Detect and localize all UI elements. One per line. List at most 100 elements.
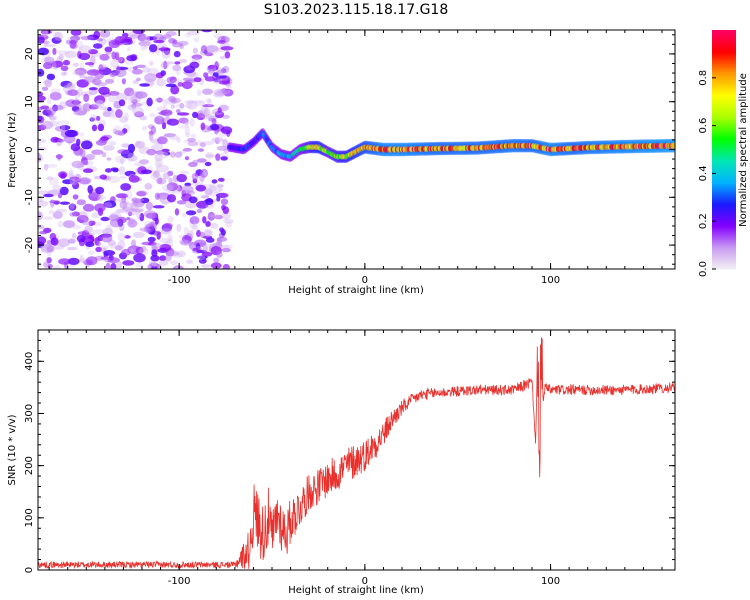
noise-speck [95,115,101,121]
noise-speck [225,221,233,228]
noise-speck [215,153,221,161]
noise-speck [128,98,134,106]
noise-speck [186,259,194,264]
noise-speck [39,230,48,235]
noise-speck [105,262,111,269]
colorbar-cell [712,177,736,180]
noise-speck [100,216,110,222]
noise-speck [214,136,223,142]
noise-speck [124,112,129,121]
noise-speck [124,170,136,177]
noise-speck [156,97,163,103]
noise-speck [131,208,144,213]
noise-speck [101,234,113,243]
noise-speck [99,245,109,250]
noise-speck [124,95,131,101]
noise-speck [117,149,130,155]
spectrogram-y-ticks: -20 -10 0 10 20 [24,34,675,265]
noise-speck [140,45,147,51]
colorbar-cell [712,223,736,226]
noise-speck [172,64,182,72]
noise-speck [223,88,234,97]
noise-speck [162,184,174,192]
noise-speck [140,197,150,204]
noise-speck [105,224,112,235]
noise-speck [168,134,179,141]
noise-speck [117,232,126,242]
noise-speck [144,73,157,83]
noise-speck [46,257,52,264]
colorbar-cell [712,161,736,165]
noise-speck [73,110,87,116]
noise-speck [189,61,200,69]
colorbar-cell [712,121,736,125]
noise-speck [136,141,146,148]
noise-speck [178,59,187,63]
noise-speck [136,77,141,82]
colorbar-cell [712,159,736,163]
noise-speck [79,132,85,137]
colorbar-cell [712,147,736,151]
noise-speck [205,152,214,159]
noise-speck [205,237,215,243]
noise-speck [68,203,77,211]
noise-speck [134,111,145,118]
noise-speck [167,250,179,257]
noise-speck [91,149,104,155]
noise-speck [178,117,189,124]
colorbar-cell [712,261,736,264]
colorbar-cell [712,251,736,254]
noise-speck [97,197,104,202]
noise-speck [201,30,213,33]
colorbar-cell [712,63,736,67]
noise-speck [200,106,208,115]
noise-speck [166,76,177,84]
noise-speck [191,54,203,60]
noise-speck [165,113,170,118]
noise-speck [136,92,146,99]
noise-speck [94,71,105,80]
noise-speck [217,89,231,95]
noise-speck [184,120,189,126]
noise-speck [111,51,117,60]
colorbar-cell [712,211,736,214]
noise-speck [43,261,50,268]
colorbar-cell [712,133,736,137]
noise-speck [141,169,152,175]
colorbar-cell [712,169,736,173]
noise-speck [173,50,181,58]
colorbar-gradient [712,30,736,270]
noise-speck [205,221,211,227]
noise-speck [188,196,198,204]
noise-speck [169,151,176,158]
noise-speck [211,179,218,184]
noise-speck [185,210,197,216]
y-tick-label: 400 [24,352,35,371]
colorbar-cell [712,77,736,81]
noise-speck [192,159,199,165]
colorbar-cell [712,153,736,157]
noise-speck [146,148,157,156]
noise-speck [103,250,116,256]
colorbar-tick-label: 0.8 [698,70,709,86]
noise-speck [139,213,145,222]
noise-speck [177,82,184,87]
noise-speck [78,177,92,185]
noise-speck [134,162,146,167]
noise-speck [53,31,61,38]
snr-x-axis-label: Height of straight line (km) [288,585,424,596]
noise-speck [99,106,109,110]
noise-speck [46,73,56,81]
noise-speck [48,209,55,215]
noise-speck [176,109,181,114]
noise-speck [201,264,212,268]
noise-speck [131,239,137,249]
colorbar-cell [712,247,736,250]
noise-speck [105,51,112,55]
colorbar-cell [712,45,736,49]
noise-speck [107,91,120,96]
noise-speck [112,168,119,173]
noise-speck [89,220,96,226]
noise-speck [165,83,177,88]
